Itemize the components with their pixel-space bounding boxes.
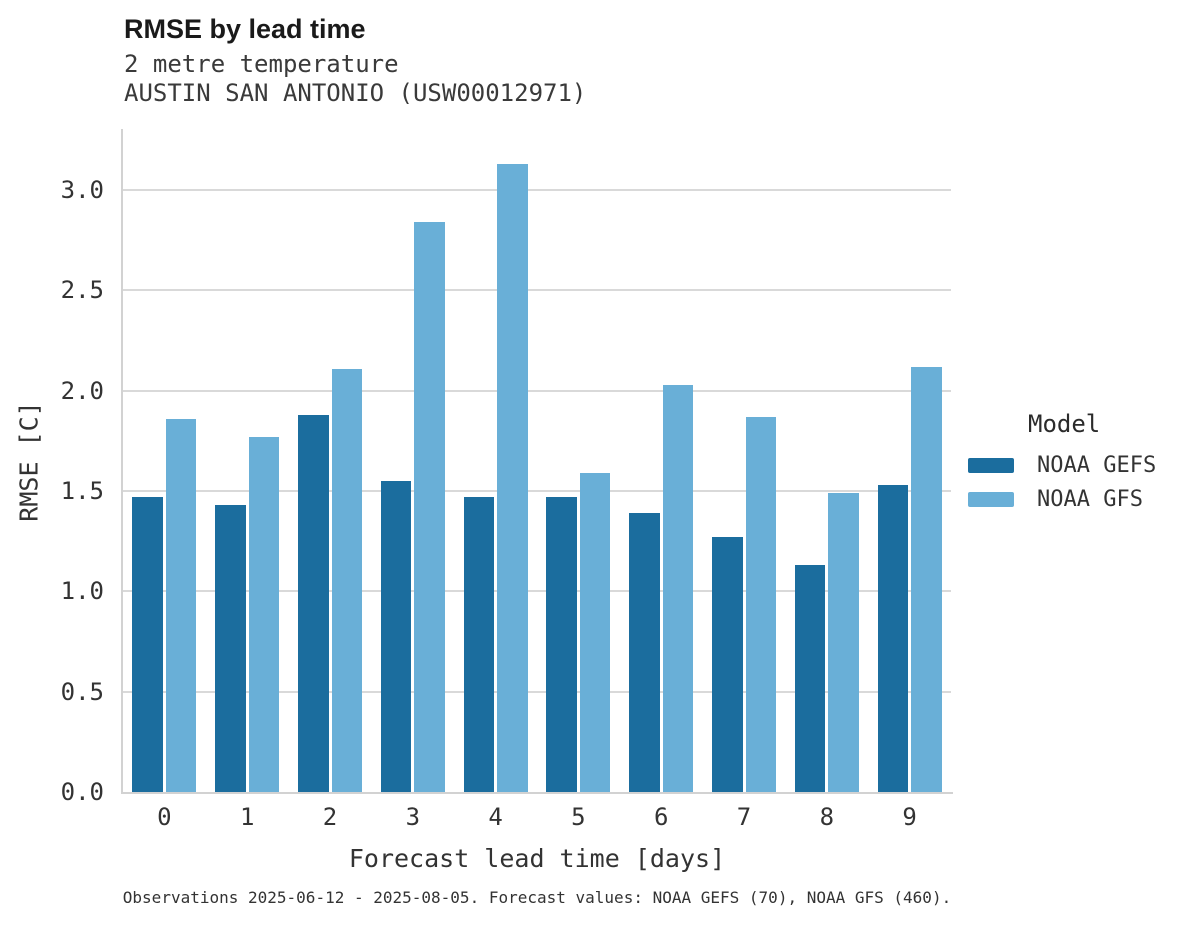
x-tick-label-8: 8 <box>819 803 835 831</box>
chart-subtitle-variable: 2 metre temperature <box>124 50 399 78</box>
bar-noaa-gefs-lead-6 <box>629 513 660 792</box>
bar-noaa-gefs-lead-8 <box>794 565 826 792</box>
bar-noaa-gefs-lead-1 <box>215 505 246 792</box>
x-tick-label-3: 3 <box>405 803 421 831</box>
gfs-swatch-icon <box>968 492 1014 507</box>
bar-noaa-gefs-lead-3 <box>380 481 412 792</box>
x-tick-label-1: 1 <box>239 803 255 831</box>
y-tick-label-1.5: 1.5 <box>60 477 104 506</box>
bar-noaa-gfs-lead-8 <box>828 493 859 792</box>
bar-noaa-gfs-lead-4 <box>497 164 528 792</box>
gridline-y-1.5 <box>123 490 951 493</box>
chart-subtitle-station: AUSTIN SAN ANTONIO (USW00012971) <box>124 79 587 107</box>
y-tick-label-1.0: 1.0 <box>60 577 104 606</box>
gridline-y-1.0 <box>123 590 951 593</box>
bar-noaa-gfs-lead-3 <box>414 222 445 792</box>
legend-label-gefs: NOAA GEFS <box>1037 453 1157 478</box>
chart-title: RMSE by lead time <box>124 14 366 44</box>
gefs-swatch-icon <box>968 458 1014 473</box>
x-axis-title: Forecast lead time [days] <box>348 844 726 873</box>
gridline-y-2.5 <box>123 289 951 292</box>
gridline-y-3.0 <box>123 189 951 192</box>
bar-noaa-gfs-lead-6 <box>662 384 694 792</box>
y-tick-label-0.5: 0.5 <box>60 677 104 706</box>
bar-noaa-gefs-lead-2 <box>298 414 329 792</box>
y-tick-label-0.0: 0.0 <box>60 778 104 806</box>
bar-noaa-gefs-lead-7 <box>712 537 743 792</box>
bar-noaa-gfs-lead-0 <box>165 418 197 792</box>
bar-noaa-gfs-lead-7 <box>745 416 776 792</box>
x-tick-label-5: 5 <box>571 803 586 831</box>
legend-item-gefs: NOAA GEFS <box>968 452 1156 479</box>
bar-noaa-gfs-lead-5 <box>579 473 611 792</box>
x-tick-label-4: 4 <box>488 803 503 831</box>
gridline-y-2.0 <box>123 389 951 392</box>
bar-noaa-gefs-lead-4 <box>463 497 495 792</box>
y-axis-spine <box>121 129 123 794</box>
y-tick-label-2.5: 2.5 <box>60 276 104 305</box>
x-tick-label-2: 2 <box>322 803 338 831</box>
bar-noaa-gefs-lead-0 <box>132 497 163 792</box>
x-tick-label-9: 9 <box>902 803 917 831</box>
x-tick-label-0: 0 <box>157 803 172 831</box>
bar-noaa-gefs-lead-9 <box>877 485 909 792</box>
plot-area <box>123 130 951 792</box>
x-axis-spine <box>121 792 953 794</box>
legend: Model NOAA GEFS NOAA GFS <box>968 410 1156 520</box>
bar-noaa-gfs-lead-1 <box>248 436 280 792</box>
x-tick-label-7: 7 <box>736 803 752 831</box>
gridline-y-0.5 <box>123 690 951 693</box>
y-tick-label-3.0: 3.0 <box>60 176 104 205</box>
legend-item-gfs: NOAA GFS <box>968 486 1156 513</box>
x-tick-label-6: 6 <box>653 803 669 831</box>
footnote-caption: Observations 2025-06-12 - 2025-08-05. Fo… <box>122 888 952 907</box>
legend-title: Model <box>1028 410 1101 438</box>
y-tick-label-2.0: 2.0 <box>60 376 104 405</box>
bar-noaa-gfs-lead-2 <box>331 368 362 792</box>
bar-noaa-gefs-lead-5 <box>546 497 577 792</box>
legend-label-gfs: NOAA GFS <box>1037 487 1143 512</box>
bar-noaa-gfs-lead-9 <box>911 366 942 792</box>
